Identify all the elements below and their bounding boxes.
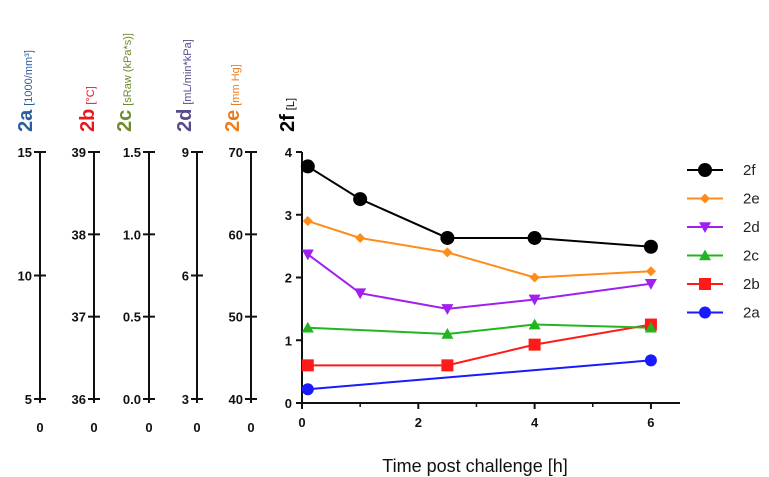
y-tick-label: 0: [285, 396, 292, 411]
axis-2a-zero-label: 0: [36, 420, 43, 435]
axis-2c-zero-label: 0: [145, 420, 152, 435]
legend-marker-2c: [699, 249, 711, 261]
axis-2a-label-unit: [1000/mm³]: [23, 50, 35, 106]
axis-2e-tick-label: 40: [229, 392, 243, 407]
axis-2d-label-id: 2d: [174, 109, 196, 132]
point-2a: [644, 354, 657, 367]
axis-2e-label-id: 2e: [222, 110, 244, 132]
point-2d: [644, 278, 657, 290]
axis-2e-title: 2e [mm Hg]: [222, 64, 244, 132]
y-tick-label: 4: [285, 145, 293, 160]
axis-2d-label-unit: [mL/min*kPa]: [182, 39, 194, 104]
axis-2e-tick-label: 50: [229, 310, 243, 325]
axis-2e-zero-label: 0: [247, 420, 254, 435]
legend-marker-2d: [699, 222, 711, 233]
axis-2f-label-unit: [L]: [285, 98, 297, 110]
axis-2e-label: 2e [mm Hg]: [222, 64, 244, 132]
axis-2d-tick-label: 9: [182, 145, 189, 160]
axis-2b-label: 2b [°C]: [77, 86, 99, 132]
axis-2b-title: 2b [°C]: [77, 86, 99, 132]
axis-2f-label-id: 2f: [277, 114, 299, 132]
axis-2d-title: 2d [mL/min*kPa]: [174, 39, 196, 132]
axis-2a-label-id: 2a: [15, 109, 37, 132]
axis-2b-label-id: 2b: [77, 109, 99, 132]
series-line-2b: [307, 323, 652, 367]
axis-2e-label-unit: [mm Hg]: [230, 64, 242, 106]
y-tick-label: 2: [285, 271, 292, 286]
axis-2e-tick-label: 70: [229, 145, 243, 160]
axis-2d-tick-label: 3: [182, 392, 189, 407]
point-2f: [643, 239, 658, 254]
x-tick-label: 2: [415, 415, 422, 430]
axis-2c-label-id: 2c: [114, 110, 136, 132]
x-tick-label: 0: [298, 415, 305, 430]
axis-2a-tick-label: 10: [18, 269, 32, 284]
axis-2b-tick-label: 39: [72, 145, 86, 160]
legend-marker-2a: [699, 306, 711, 319]
point-2b: [301, 359, 314, 372]
legend-label-2f: 2f: [743, 162, 756, 179]
axis-2c-tick-label: 0.0: [123, 392, 141, 407]
point-2c: [441, 327, 454, 339]
point-2f: [440, 230, 455, 245]
axis-2d-tick-label: 6: [182, 269, 189, 284]
axis-2b-tick-label: 38: [72, 227, 86, 242]
y-tick-label: 1: [285, 333, 292, 348]
legend-label-2a: 2a: [743, 305, 760, 322]
point-2e: [645, 266, 656, 277]
x-axis-label: Time post challenge [h]: [382, 456, 567, 476]
point-2f: [353, 192, 368, 207]
point-2e: [529, 272, 540, 283]
legend-label-2c: 2c: [743, 248, 759, 265]
point-2c: [301, 321, 314, 333]
axis-2e-tick-label: 60: [229, 227, 243, 242]
axis-2d-label: 2d [mL/min*kPa]: [174, 39, 196, 132]
legend-label-2d: 2d: [743, 219, 760, 236]
x-tick-label: 4: [531, 415, 539, 430]
x-tick-label: 6: [647, 415, 654, 430]
legend-label-2e: 2e: [743, 191, 760, 208]
point-2e: [355, 232, 366, 243]
point-2a: [301, 383, 314, 396]
axis-2b-tick-label: 36: [72, 392, 86, 407]
point-2e: [442, 247, 453, 258]
series-line-2e: [307, 220, 651, 279]
point-2d: [301, 249, 314, 261]
point-2c: [644, 321, 657, 333]
axis-2a-tick-label: 15: [18, 145, 32, 160]
point-2b: [528, 338, 541, 351]
axis-2c-label: 2c [sRaw (kPa*s)]: [114, 33, 136, 132]
point-2f: [527, 230, 542, 245]
point-2d: [354, 288, 367, 300]
series-line-2c: [307, 323, 651, 335]
axis-2f-label: 2f [L]: [277, 98, 299, 132]
point-2b: [441, 359, 454, 372]
point-2f: [300, 159, 315, 174]
series-line-2a: [307, 359, 652, 391]
axis-2b-label-unit: [°C]: [85, 86, 97, 104]
axis-2d-zero-label: 0: [193, 420, 200, 435]
axis-2c-tick-label: 1.0: [123, 227, 141, 242]
legend-marker-2f: [698, 163, 712, 177]
axis-2c-label-unit: [sRaw (kPa*s)]: [122, 33, 134, 106]
legend-marker-2b: [699, 278, 711, 290]
point-2e: [302, 216, 313, 227]
point-2d: [528, 294, 541, 306]
axis-2b-zero-label: 0: [90, 420, 97, 435]
y-tick-label: 3: [285, 208, 292, 223]
legend-marker-2e: [700, 193, 710, 204]
point-2d: [441, 304, 454, 315]
axis-2a-label: 2a [1000/mm³]: [15, 50, 37, 132]
axis-2a-title: 2a [1000/mm³]: [15, 50, 37, 132]
point-2c: [528, 318, 541, 330]
axis-2c-tick-label: 0.5: [123, 310, 141, 325]
axis-2a-tick-label: 5: [25, 392, 32, 407]
axis-2b-tick-label: 37: [72, 310, 86, 325]
legend-label-2b: 2b: [743, 276, 760, 293]
axis-2c-title: 2c [sRaw (kPa*s)]: [114, 33, 136, 132]
axis-2c-tick-label: 1.5: [123, 145, 141, 160]
axis-2f-title: 2f [L]: [277, 98, 299, 132]
